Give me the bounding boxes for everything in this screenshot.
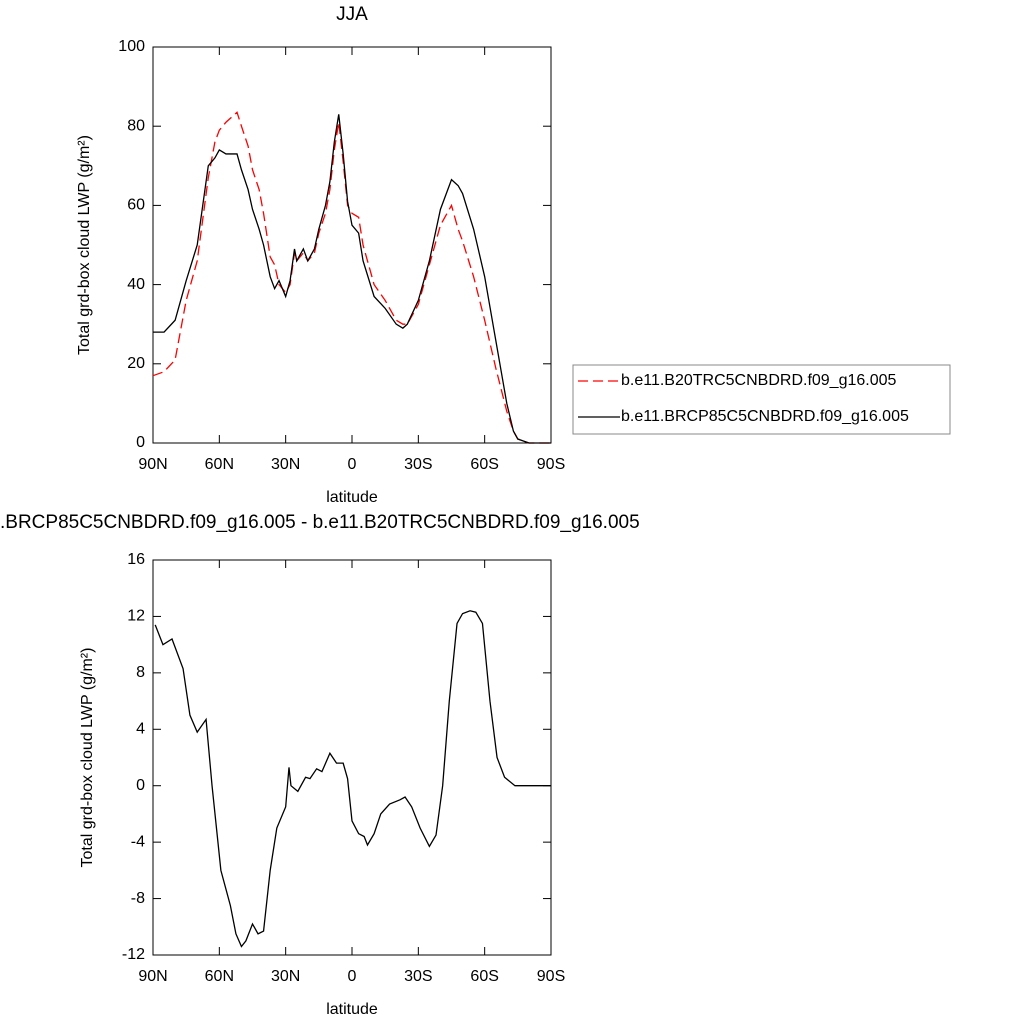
x-tick-label: 90N	[138, 456, 167, 473]
plot-frame	[152, 46, 552, 444]
x-axis-label: latitude	[326, 1001, 378, 1018]
y-tick-label: -8	[131, 890, 145, 907]
y-tick-label: 8	[136, 664, 145, 681]
legend-label: b.e11.B20TRC5CNBDRD.f09_g16.005	[621, 372, 897, 389]
x-axis-label: latitude	[326, 489, 378, 506]
y-axis-label: Total grd-box cloud LWP (g/m²)	[79, 648, 96, 868]
x-tick-label: 90N	[138, 968, 167, 985]
y-tick-label: 0	[136, 434, 145, 451]
x-tick-label: 30S	[404, 968, 432, 985]
y-tick-label: 60	[127, 197, 145, 214]
data-line	[152, 111, 551, 444]
y-tick-label: 100	[118, 38, 145, 55]
y-tick-label: 0	[136, 777, 145, 794]
x-tick-label: 60S	[470, 968, 498, 985]
x-tick-label: 90S	[537, 968, 565, 985]
y-tick-label: 20	[127, 355, 145, 372]
y-axis-label: Total grd-box cloud LWP (g/m²)	[76, 135, 93, 355]
y-tick-label: -12	[122, 946, 145, 963]
y-tick-label: 4	[136, 721, 145, 738]
x-tick-label: 60N	[205, 968, 234, 985]
legend-box	[572, 364, 951, 435]
x-tick-label: 30S	[404, 456, 432, 473]
chart-title: .BRCP85C5CNBDRD.f09_g16.005 - b.e11.B20T…	[0, 512, 640, 533]
y-tick-label: 80	[127, 117, 145, 134]
chart-title: JJA	[336, 4, 368, 25]
x-tick-label: 60N	[205, 456, 234, 473]
x-tick-label: 0	[348, 456, 357, 473]
y-tick-label: 16	[127, 551, 145, 568]
x-tick-label: 30N	[271, 456, 300, 473]
x-tick-label: 90S	[537, 456, 565, 473]
data-line	[153, 114, 551, 444]
data-line	[154, 610, 551, 948]
legend-label: b.e11.BRCP85C5CNBDRD.f09_g16.005	[621, 408, 909, 425]
y-tick-label: -4	[131, 833, 145, 850]
y-tick-label: 40	[127, 276, 145, 293]
plot-frame	[152, 559, 552, 956]
x-tick-label: 0	[348, 968, 357, 985]
x-tick-label: 30N	[271, 968, 300, 985]
y-tick-label: 12	[127, 608, 145, 625]
x-tick-label: 60S	[470, 456, 498, 473]
